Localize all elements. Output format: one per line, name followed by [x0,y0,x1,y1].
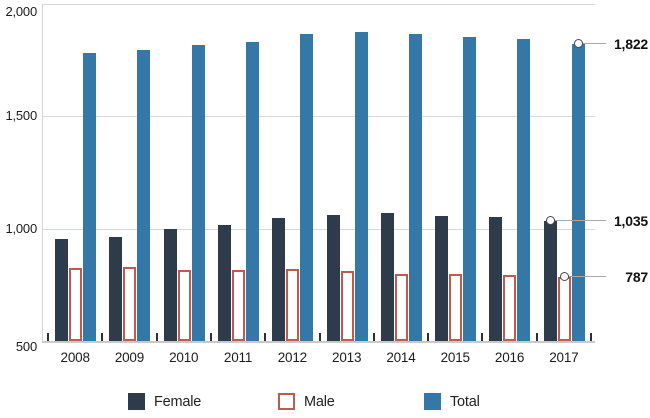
bar-total-2014 [408,34,422,341]
legend-item-female: Female [128,393,201,410]
bar-male-2015 [449,274,463,341]
bar-total-2009 [137,50,151,341]
x-label-2015: 2015 [440,350,470,365]
y-axis-label-1,500: 1,500 [5,108,37,124]
callout-line-1,822 [582,43,606,45]
x-label-2011: 2011 [223,350,253,365]
bar-total-2015 [463,37,477,341]
bar-male-2014 [394,274,408,341]
legend-item-total: Total [424,393,480,410]
bar-female-2011 [217,225,231,341]
x-axis-tick [318,333,321,341]
bar-female-2012 [272,217,286,341]
legend-label-female: Female [154,393,202,410]
gridline-1,000 [42,228,595,230]
x-axis-line [42,341,595,343]
x-label-2012: 2012 [277,350,307,365]
bar-female-2008 [55,238,68,341]
callout-label-1,822: 1,822 [613,35,648,52]
bar-male-2017 [557,276,571,341]
legend-item-male: Male [278,393,335,410]
x-label-2009: 2009 [114,350,145,365]
plot-area [42,4,595,341]
x-label-2017: 2017 [549,350,579,365]
x-axis-tick [372,333,375,341]
x-axis-tick [590,333,592,341]
gridline-1,500 [42,116,595,118]
y-axis-line [42,4,43,341]
bar-female-2013 [326,214,340,341]
bar-female-2017 [543,220,557,341]
bar-total-2016 [517,39,531,341]
plot-top-border [42,4,595,5]
legend-swatch-male [278,393,295,410]
bar-female-2009 [109,236,123,341]
x-axis-tick [209,333,212,341]
callout-marker-787 [559,272,569,282]
bar-total-2010 [191,44,205,341]
bar-male-2008 [69,267,82,341]
callout-marker-1,822 [573,39,583,49]
bar-male-2016 [503,275,517,341]
y-axis-label-1,000: 1,000 [5,220,37,236]
x-label-2013: 2013 [332,350,362,365]
legend-label-male: Male [304,393,335,410]
x-label-2016: 2016 [494,350,525,365]
bar-male-2013 [340,270,354,341]
bar-male-2012 [286,269,300,341]
legend-swatch-female [128,393,145,410]
legend: Female Male Total [0,393,650,413]
bar-female-2010 [163,228,177,341]
bar-female-2014 [380,213,394,341]
bar-total-2013 [354,32,368,341]
bar-total-2012 [300,33,314,341]
bar-male-2010 [177,269,191,341]
bar-total-2008 [83,53,96,341]
bar-female-2015 [435,216,449,341]
bar-female-2016 [489,216,503,341]
x-axis-tick [264,333,267,341]
x-axis-tick [535,333,538,341]
x-axis-tick [101,333,104,341]
callout-marker-1,035 [545,216,555,226]
y-axis-label-500: 500 [15,339,37,354]
callout-label-787: 787 [625,268,648,285]
callout-label-1,035: 1,035 [613,212,648,229]
x-label-2008: 2008 [60,350,90,365]
x-label-2014: 2014 [386,350,416,365]
legend-label-total: Total [450,393,480,410]
callout-line-787 [568,276,606,278]
y-axis-label-2,000: 2,000 [5,4,37,19]
x-axis-tick [155,333,158,341]
bar-total-2011 [245,42,259,341]
x-axis-tick [481,333,484,341]
bar-total-2017 [571,44,585,341]
x-label-2010: 2010 [169,350,199,365]
x-axis-tick [47,333,49,341]
bar-male-2009 [123,266,137,341]
bar-male-2011 [231,270,245,341]
x-axis-tick [427,333,430,341]
callout-line-1,035 [554,220,606,222]
legend-swatch-total [424,393,441,410]
